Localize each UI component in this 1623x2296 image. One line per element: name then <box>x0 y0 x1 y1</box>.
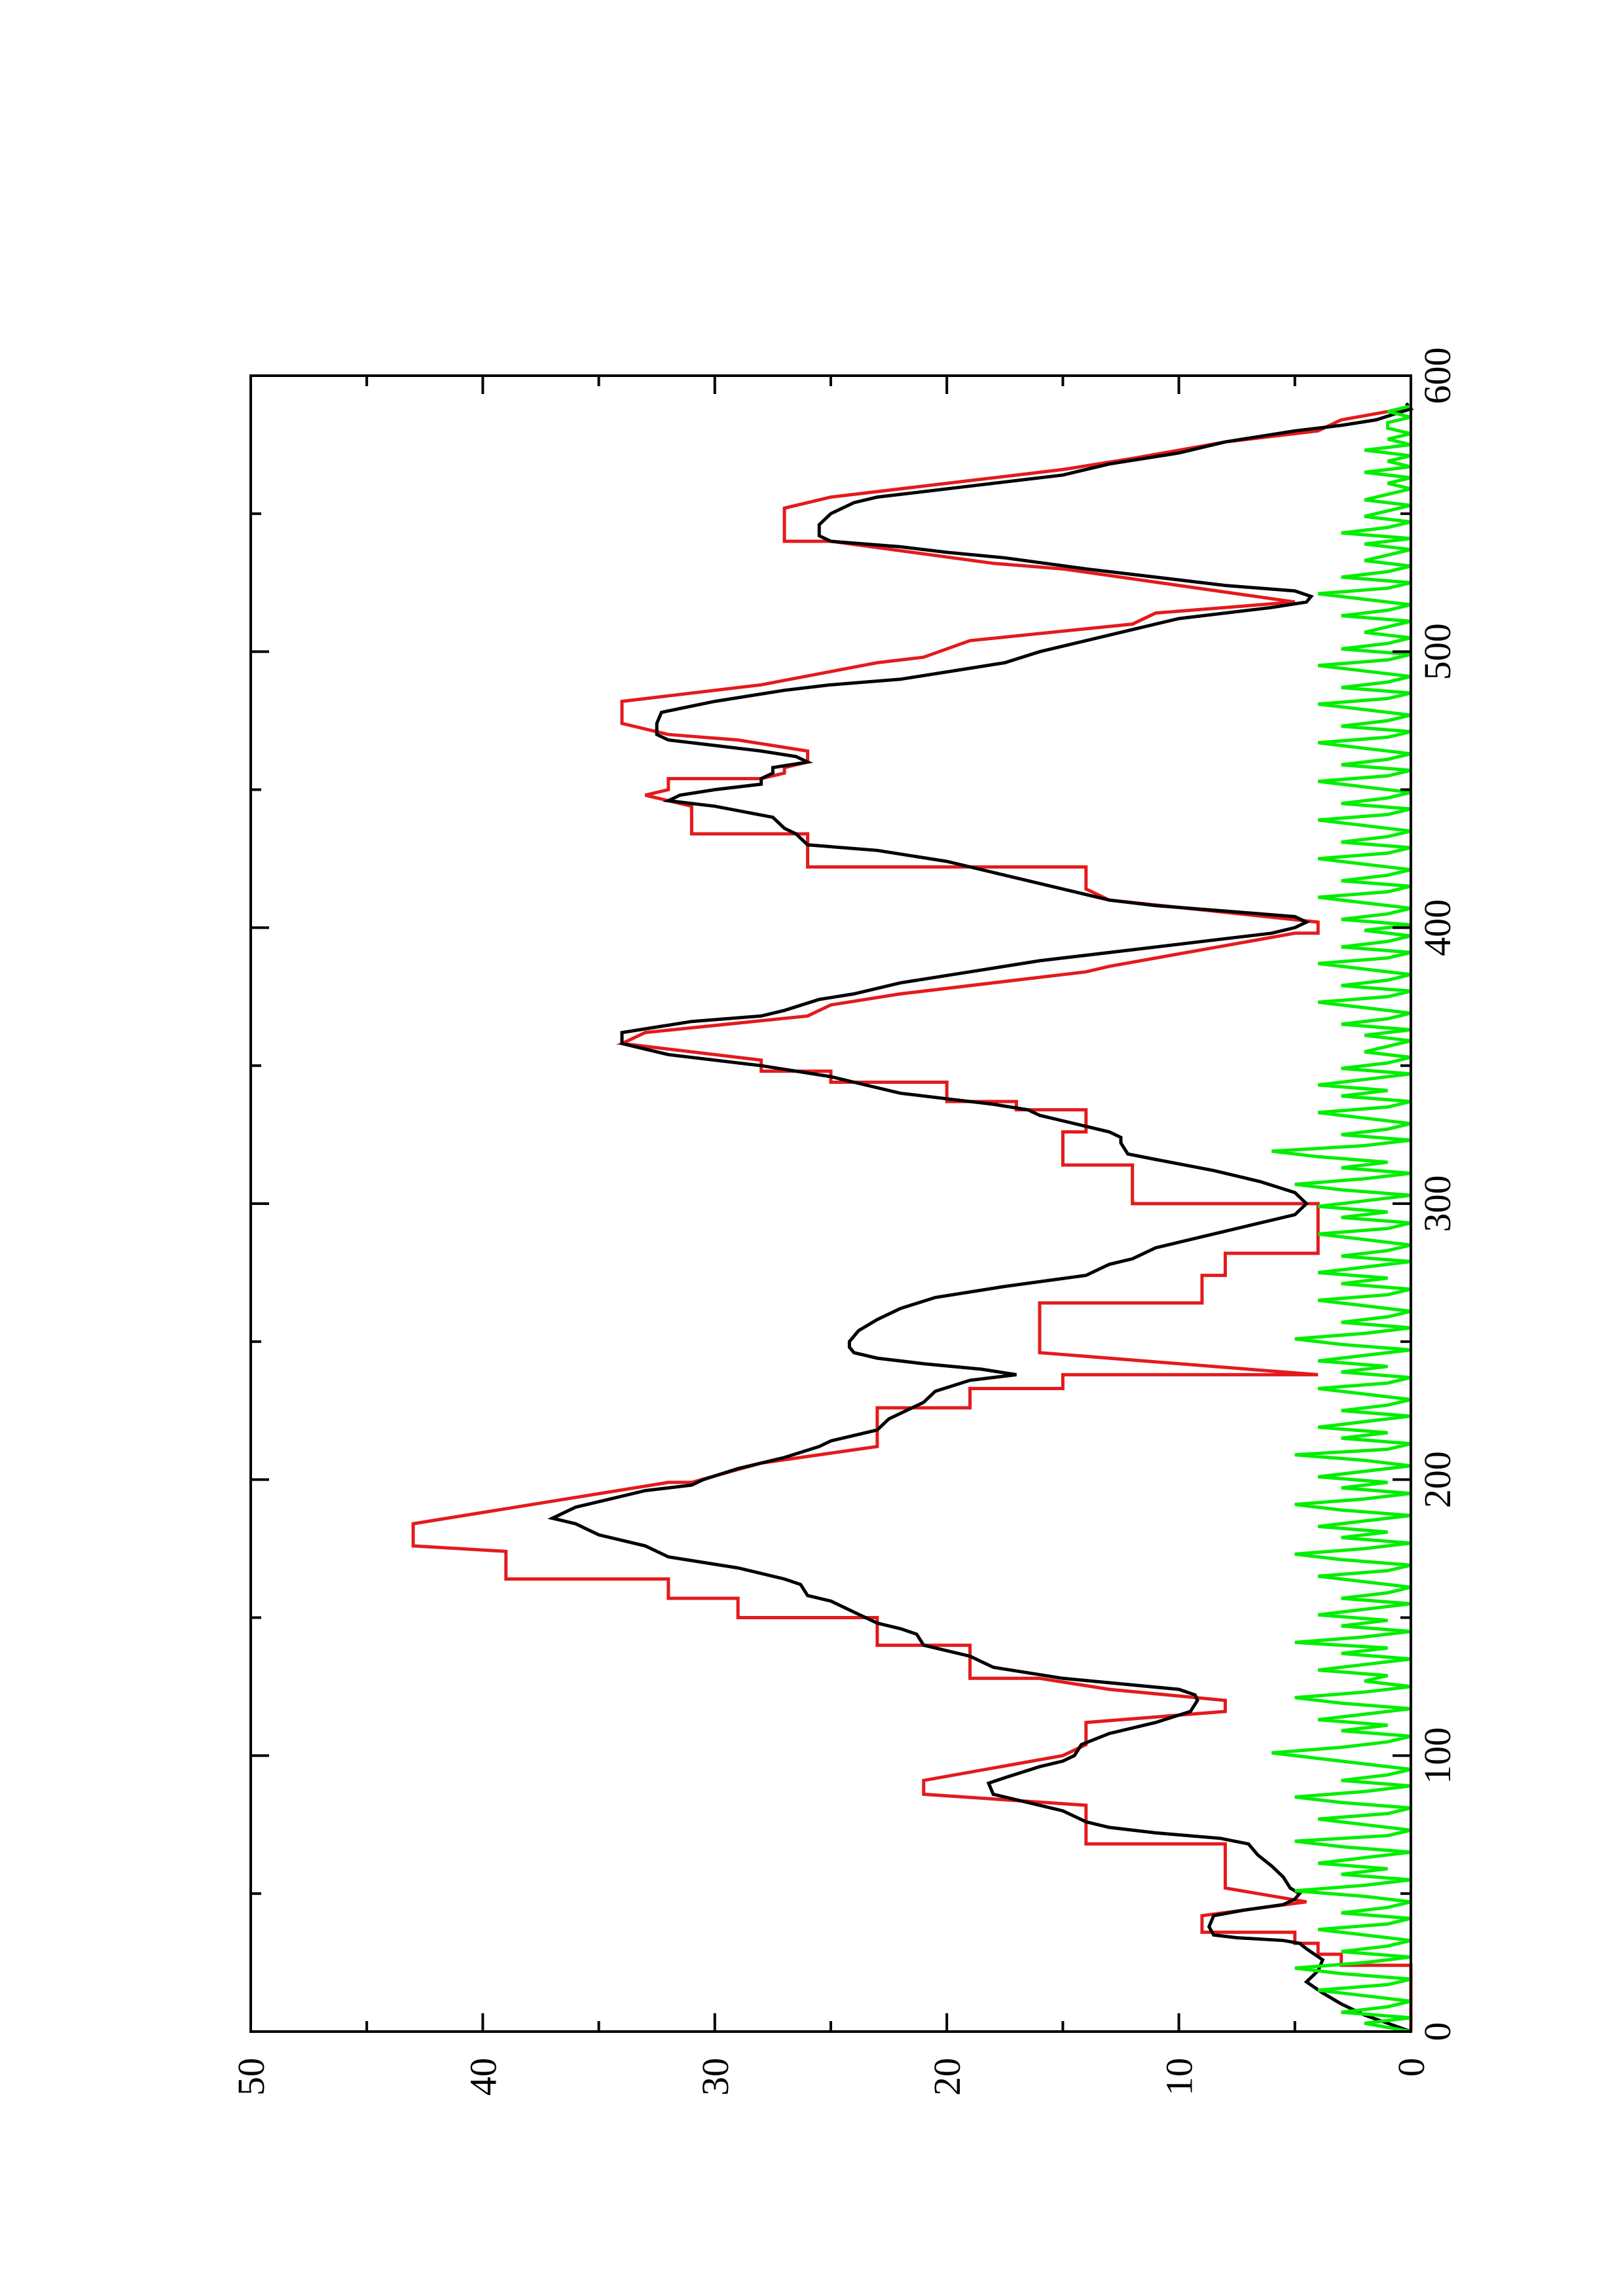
y-tick-label: 0 <box>1390 2058 1432 2077</box>
label-layer: 0 100 200 300 400 500 600 0 10 20 30 40 50 <box>230 348 1459 2096</box>
y-tick-label: 50 <box>230 2058 272 2096</box>
tick-layer <box>249 374 1412 2033</box>
y-tick-label: 10 <box>1158 2058 1201 2096</box>
x-tick-label: 300 <box>1416 1175 1459 1232</box>
series-line-1 <box>411 407 1413 2032</box>
y-tick-label: 30 <box>694 2058 737 2096</box>
x-tick-label: 500 <box>1416 623 1459 680</box>
x-tick-label: 0 <box>1416 2022 1459 2041</box>
y-tick-label: 40 <box>462 2058 504 2096</box>
x-tick-label: 400 <box>1416 899 1459 956</box>
series-line-2 <box>547 402 1414 2034</box>
x-tick-label: 600 <box>1416 348 1459 404</box>
x-tick-label: 100 <box>1416 1727 1459 1784</box>
x-tick-label: 200 <box>1416 1451 1459 1508</box>
series-layer <box>411 402 1414 2034</box>
series-line-3 <box>1271 404 1412 2034</box>
y-tick-label: 20 <box>926 2058 968 2096</box>
